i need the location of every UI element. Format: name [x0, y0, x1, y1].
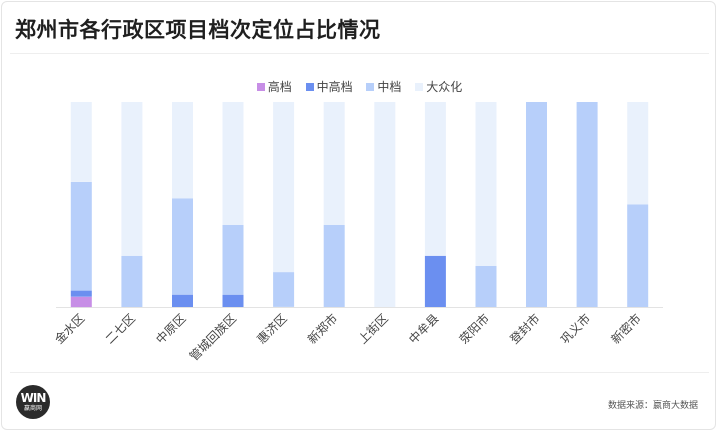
- x-tick-label: 管城回族区: [186, 311, 239, 364]
- bar-segment-大众化-荥阳市[interactable]: [475, 102, 497, 266]
- legend: 高档 中高档 中档 大众化: [0, 78, 719, 95]
- bar-segment-中高档-中原区[interactable]: [172, 294, 193, 307]
- x-tick-label: 惠济区: [254, 311, 290, 347]
- bar-segment-中高档-管城回族区[interactable]: [222, 294, 244, 307]
- legend-label-mid: 中档: [377, 80, 402, 94]
- bar-segment-高档-金水区[interactable]: [70, 296, 92, 308]
- bar-segment-大众化-上街区[interactable]: [374, 102, 396, 307]
- legend-item-mid-high[interactable]: 中高档: [305, 78, 353, 95]
- legend-swatch-mid: [366, 83, 375, 91]
- x-tick-label: 新密市: [608, 311, 644, 347]
- source-note: 数据来源：嬴商大数据: [607, 401, 698, 411]
- bar-segment-中档-金水区[interactable]: [70, 182, 92, 291]
- x-tick-label: 二七区: [103, 311, 138, 346]
- x-tick-label: 金水区: [51, 311, 87, 347]
- bar-segment-中档-新密市[interactable]: [627, 204, 649, 308]
- legend-label-mid-high: 中高档: [316, 80, 353, 94]
- legend-label-mass: 大众化: [426, 80, 463, 94]
- x-tick-label: 巩义市: [557, 311, 593, 347]
- chart-title: 郑州市各行政区项目档次定位占比情况: [15, 18, 381, 42]
- bar-segment-大众化-中牟县[interactable]: [424, 102, 446, 256]
- legend-swatch-mid-high: [305, 83, 314, 91]
- bar-segment-中高档-金水区[interactable]: [70, 290, 92, 297]
- bar-segment-大众化-新密市[interactable]: [627, 102, 649, 205]
- brand-logo: WIN 嬴商网: [16, 385, 50, 419]
- bar-segment-中档-巩义市[interactable]: [576, 102, 598, 307]
- legend-swatch-high: [256, 83, 265, 91]
- bar-segment-大众化-管城回族区[interactable]: [222, 102, 244, 225]
- logo-mark: WIN: [20, 391, 47, 405]
- bar-segment-中档-二七区[interactable]: [121, 255, 143, 307]
- bar-segment-中档-新郑市[interactable]: [323, 225, 345, 307]
- bar-segment-中档-荥阳市[interactable]: [475, 266, 497, 307]
- legend-swatch-mass: [415, 83, 424, 91]
- footer-divider: [10, 372, 709, 373]
- x-tick-label: 登封市: [507, 311, 543, 347]
- x-tick-label: 上街区: [356, 311, 391, 346]
- bar-segment-大众化-惠济区[interactable]: [273, 102, 295, 273]
- x-tick-label: 中牟县: [405, 311, 441, 347]
- bar-segment-中档-中原区[interactable]: [172, 198, 193, 295]
- legend-item-mid[interactable]: 中档: [366, 78, 401, 95]
- legend-item-high[interactable]: 高档: [256, 78, 292, 95]
- legend-label-high: 高档: [267, 80, 292, 94]
- x-tick-label: 中原区: [153, 311, 189, 347]
- bar-segment-大众化-二七区[interactable]: [121, 102, 143, 256]
- title-divider: [10, 53, 709, 54]
- x-tick-label: 荥阳市: [456, 311, 492, 347]
- legend-item-mass[interactable]: 大众化: [415, 78, 462, 95]
- bar-segment-大众化-中原区[interactable]: [172, 102, 193, 199]
- x-tick-label: 新郑市: [304, 311, 340, 347]
- bar-segment-中档-登封市[interactable]: [526, 102, 547, 307]
- bar-segment-大众化-金水区[interactable]: [70, 102, 92, 182]
- bar-segment-大众化-新郑市[interactable]: [323, 102, 345, 225]
- logo-text: 嬴商网: [23, 405, 42, 412]
- bar-segment-中高档-中牟县[interactable]: [424, 255, 446, 307]
- bar-segment-中档-惠济区[interactable]: [273, 272, 295, 307]
- bar-segment-中档-管城回族区[interactable]: [222, 225, 244, 295]
